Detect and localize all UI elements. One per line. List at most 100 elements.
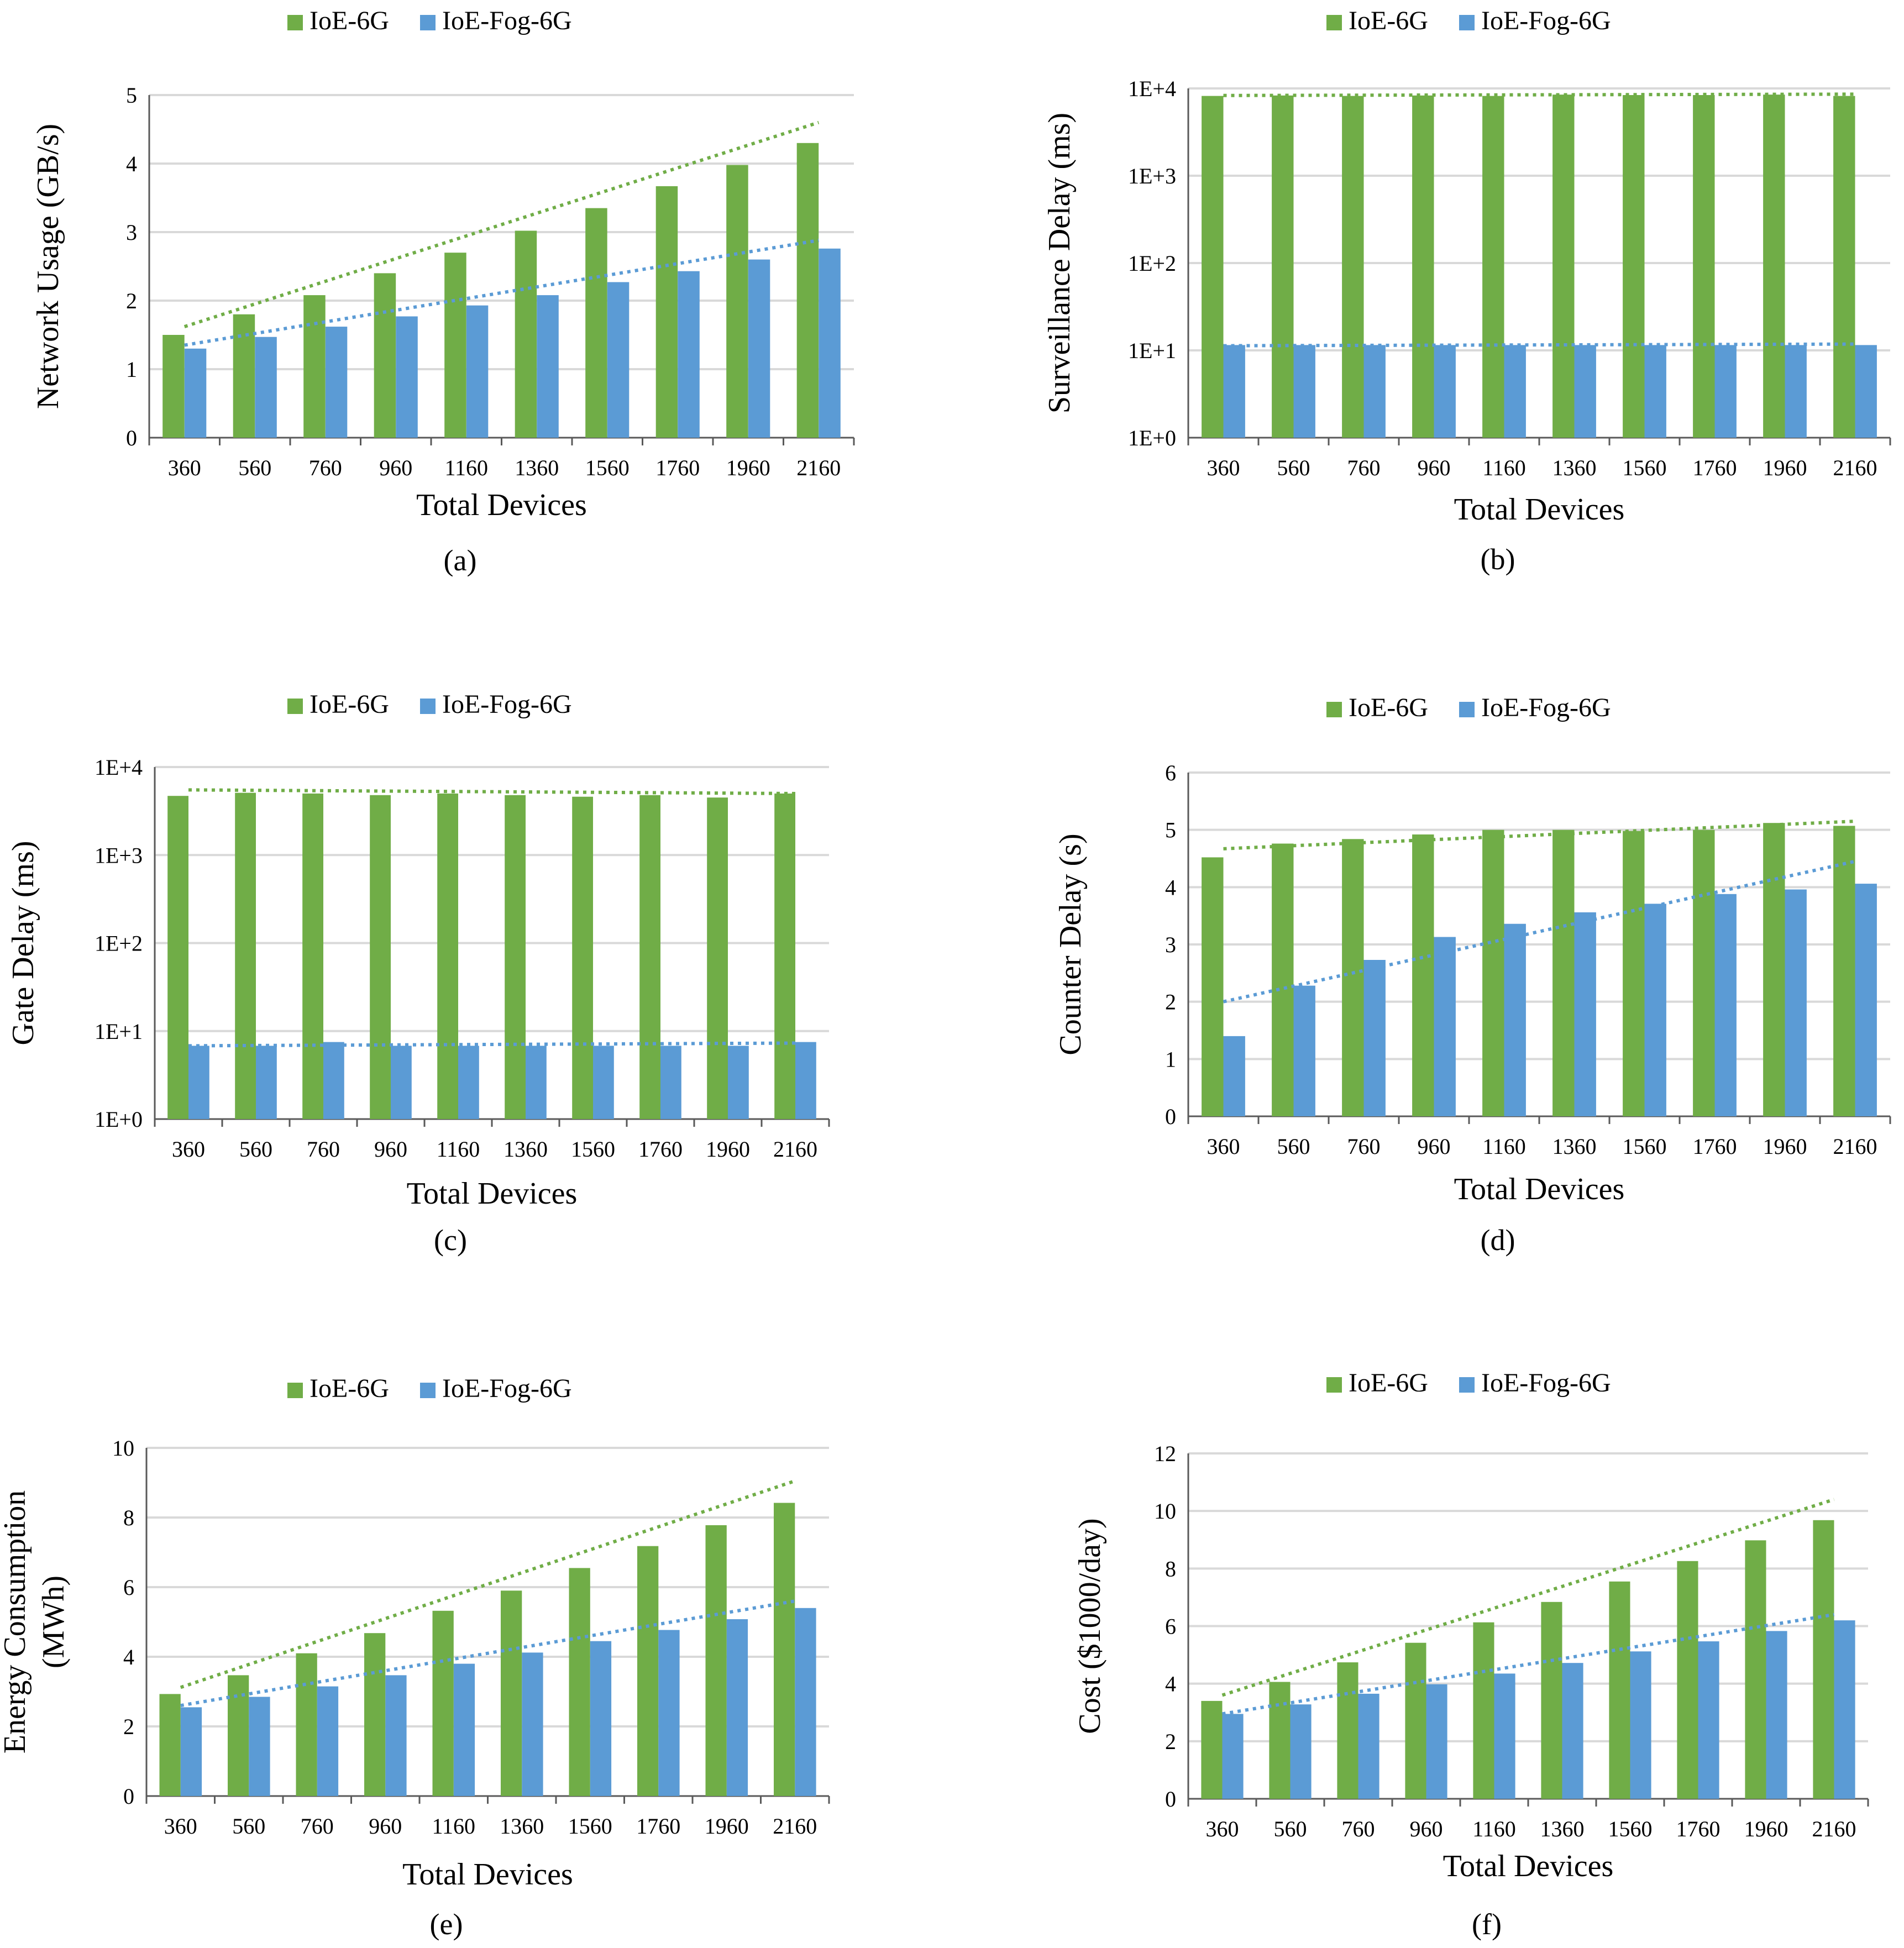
bar-ioe-6g — [228, 1675, 249, 1796]
x-tick-label: 760 — [301, 1814, 334, 1839]
bar-ioe-fog-6g — [188, 1046, 209, 1119]
x-tick-label: 760 — [1347, 455, 1381, 480]
x-tick-label: 1560 — [1623, 1134, 1667, 1159]
y-axis-title: Counter Delay (s) — [1053, 833, 1088, 1055]
legend-label: IoE-Fog-6G — [1481, 1368, 1611, 1398]
legend: IoE-6G IoE-Fog-6G — [1326, 1368, 1611, 1398]
bar-ioe-6g — [1763, 94, 1785, 438]
bar-ioe-fog-6g — [593, 1046, 614, 1119]
y-tick-label: 0 — [1165, 1104, 1176, 1129]
x-tick-label: 560 — [1277, 455, 1310, 480]
x-tick-label: 1160 — [444, 455, 488, 480]
bar-ioe-6g — [1541, 1602, 1562, 1799]
bar-ioe-fog-6g — [1293, 345, 1315, 438]
trendline-ioe-6g — [1223, 92, 1855, 97]
trendline-ioe-6g — [183, 120, 820, 328]
y-tick-label: 1E+3 — [1128, 164, 1176, 188]
y-tick-label: 0 — [126, 426, 137, 450]
bar-ioe-6g — [370, 795, 391, 1119]
bar-ioe-fog-6g — [819, 248, 841, 438]
trendline-ioe-6g — [1221, 1498, 1835, 1697]
legend-swatch-ioe-fog-6g — [1459, 15, 1475, 30]
y-tick-label: 1E+2 — [95, 931, 143, 956]
chart-b: 1E+0 1E+1 1E+2 1E+3 1E+4 360 560 760 960 1160 1360… — [1042, 6, 1891, 576]
y-tick-label: 1E+3 — [95, 843, 143, 868]
y-tick-label: 1 — [1165, 1047, 1176, 1072]
y-axis-title: Surveillance Delay (ms) — [1042, 113, 1077, 413]
bar-ioe-6g — [569, 1568, 590, 1797]
y-axis-title: Gate Delay (ms) — [6, 841, 40, 1045]
bar-ioe-fog-6g — [1504, 923, 1526, 1116]
legend-label: IoE-Fog-6G — [442, 1374, 572, 1403]
legend-swatch-ioe-6g — [1326, 1377, 1342, 1393]
legend-swatch-ioe-fog-6g — [420, 15, 436, 30]
legend-label: IoE-6G — [1349, 1368, 1428, 1398]
bar-ioe-fog-6g — [385, 1675, 407, 1796]
bar-ioe-fog-6g — [1434, 345, 1456, 438]
bar-ioe-fog-6g — [607, 282, 630, 438]
bar-ioe-6g — [1552, 94, 1575, 438]
x-tick-label: 1760 — [1693, 455, 1737, 480]
y-tick-label: 8 — [1165, 1556, 1176, 1581]
trendline-ioe-6g — [188, 788, 796, 795]
x-tick-label: 1760 — [638, 1137, 683, 1162]
y-tick-label: 1 — [126, 357, 137, 382]
bar-ioe-6g — [1272, 95, 1294, 438]
bar-ioe-6g — [505, 795, 526, 1119]
y-tick-label: 1E+1 — [1128, 338, 1176, 363]
x-tick-label: 1560 — [1623, 455, 1667, 480]
bar-ioe-6g — [1202, 96, 1224, 438]
y-tick-label: 3 — [1165, 932, 1176, 957]
x-tick-label: 760 — [1342, 1816, 1375, 1841]
x-tick-label: 960 — [1418, 1134, 1451, 1159]
bar-ioe-6g — [444, 253, 466, 438]
bar-ioe-fog-6g — [1293, 985, 1315, 1116]
x-tick-label: 2160 — [1833, 455, 1877, 480]
bar-ioe-fog-6g — [1574, 912, 1596, 1116]
panel-caption: (b) — [1481, 543, 1515, 576]
legend: IoE-6G IoE-Fog-6G — [1326, 6, 1611, 35]
x-axis-title: Total Devices — [1454, 1172, 1625, 1206]
x-tick-label: 960 — [379, 455, 412, 480]
x-tick-label: 1960 — [1744, 1816, 1788, 1841]
y-tick-label: 6 — [1165, 760, 1176, 785]
legend-label: IoE-6G — [310, 1374, 389, 1403]
panel-caption: (f) — [1472, 1908, 1502, 1941]
bar-ioe-6g — [167, 796, 188, 1119]
x-tick-label: 1160 — [437, 1137, 480, 1162]
y-tick-label: 2 — [126, 288, 137, 313]
bar-ioe-6g — [1693, 829, 1715, 1116]
y-tick-label: 5 — [1165, 818, 1176, 843]
legend-label: IoE-Fog-6G — [1481, 693, 1611, 722]
bar-ioe-6g — [707, 797, 728, 1119]
bar-ioe-6g — [774, 793, 795, 1119]
bar-ioe-6g — [705, 1525, 727, 1796]
x-tick-label: 960 — [369, 1814, 402, 1839]
bar-ioe-6g — [1342, 839, 1364, 1116]
legend-swatch-ioe-6g — [1326, 15, 1342, 30]
bar-ioe-6g — [1482, 829, 1504, 1116]
trendline-ioe-fog-6g — [1223, 342, 1855, 348]
y-tick-label: 6 — [1165, 1614, 1176, 1639]
bar-ioe-fog-6g — [1562, 1663, 1583, 1799]
bar-ioe-fog-6g — [537, 295, 559, 438]
bar-ioe-fog-6g — [180, 1707, 202, 1797]
bar-ioe-fog-6g — [1494, 1673, 1515, 1799]
bar-ioe-6g — [1833, 826, 1855, 1116]
legend-label: IoE-Fog-6G — [442, 690, 572, 719]
bar-ioe-fog-6g — [1785, 889, 1807, 1116]
bar-ioe-6g — [1677, 1561, 1698, 1799]
x-tick-label: 1960 — [705, 1814, 749, 1839]
x-axis-title: Total Devices — [402, 1857, 573, 1892]
bar-ioe-6g — [1272, 843, 1294, 1116]
x-tick-label: 560 — [238, 455, 271, 480]
bar-ioe-fog-6g — [795, 1042, 816, 1119]
bar-ioe-fog-6g — [184, 348, 207, 438]
legend-swatch-ioe-fog-6g — [1459, 1377, 1475, 1393]
x-tick-label: 360 — [1207, 1134, 1240, 1159]
bar-ioe-6g — [1623, 831, 1645, 1116]
bar-ioe-6g — [1745, 1540, 1766, 1799]
bar-ioe-6g — [572, 796, 593, 1119]
y-tick-label: 4 — [123, 1645, 134, 1669]
bar-ioe-6g — [1201, 1700, 1223, 1799]
